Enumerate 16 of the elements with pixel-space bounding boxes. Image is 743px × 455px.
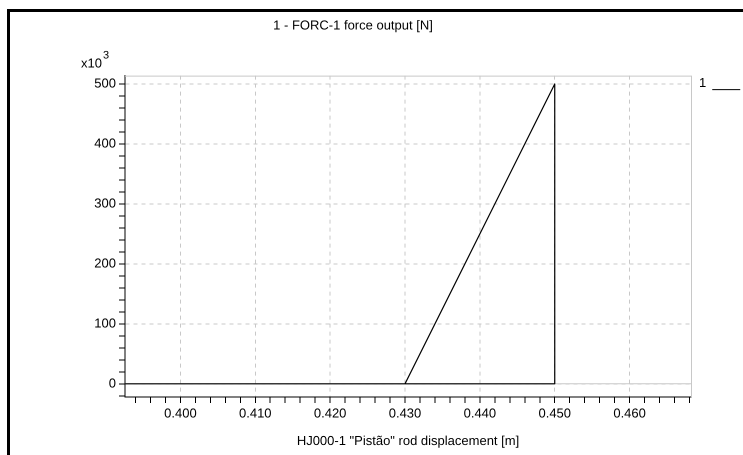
x-axis-title: HJ000-1 "Pistão" rod displacement [m] bbox=[296, 432, 520, 448]
chart-title: 1 - FORC-1 force output [N] bbox=[273, 17, 433, 32]
x-tick-label: 0.420 bbox=[314, 405, 346, 420]
x-tick-label: 0.440 bbox=[464, 405, 496, 420]
x-tick-label: 0.460 bbox=[613, 405, 646, 420]
x-tick-label: 0.430 bbox=[388, 405, 422, 420]
y-tick-label: 400 bbox=[94, 136, 116, 151]
y-tick-label: 0 bbox=[108, 375, 116, 390]
legend-label: 1 bbox=[699, 75, 706, 90]
x-tick-label: 0.410 bbox=[238, 405, 272, 420]
x-tick-label: 0.450 bbox=[538, 405, 572, 420]
y-tick-label: 500 bbox=[94, 76, 116, 91]
y-tick-label: 100 bbox=[94, 315, 116, 330]
x-tick-label: 0.400 bbox=[164, 405, 197, 420]
y-tick-label: 300 bbox=[94, 196, 116, 210]
y-tick-label: 200 bbox=[94, 255, 116, 270]
